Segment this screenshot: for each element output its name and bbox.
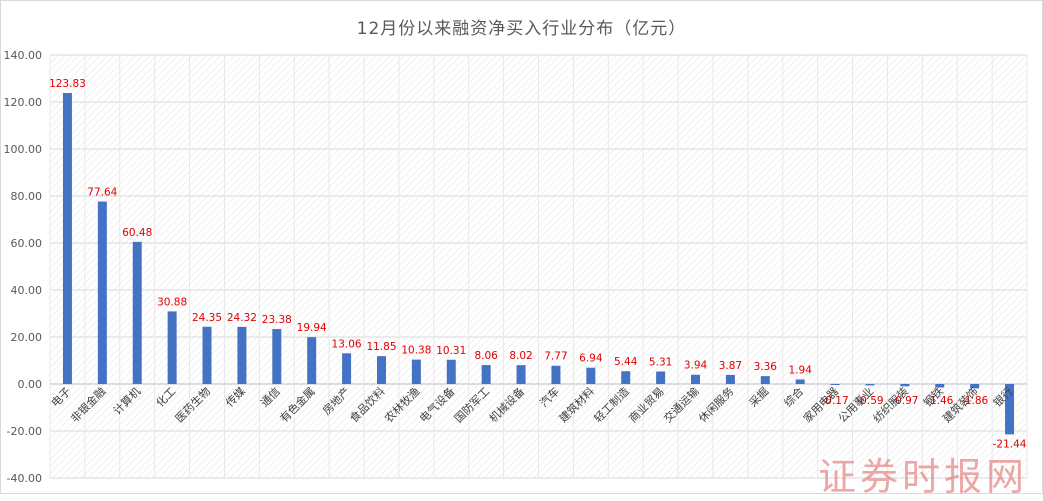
y-tick-label: 40.00: [11, 284, 43, 297]
data-label: 13.06: [332, 338, 362, 350]
bar: [97, 201, 107, 384]
bar: [725, 374, 735, 384]
bar: [760, 376, 770, 384]
bar: [970, 384, 980, 389]
bar: [446, 359, 456, 384]
data-label: 3.94: [684, 360, 708, 372]
data-label: 123.83: [49, 78, 86, 90]
bar: [237, 326, 247, 384]
data-label: 30.88: [157, 296, 187, 308]
bar: [795, 379, 805, 384]
y-tick-label: 100.00: [4, 143, 43, 156]
y-axis: 140.00 120.00 100.00 80.00 60.00 40.00 20.00 0.…: [4, 49, 43, 485]
bar: [481, 365, 491, 384]
watermark-logo: 证券时报网: [818, 455, 1029, 499]
data-label: 19.94: [297, 322, 327, 334]
bar: [900, 384, 910, 387]
bar: [62, 92, 72, 384]
y-tick-label: 0.00: [18, 378, 43, 391]
bar: [551, 365, 561, 384]
data-label: -0.97: [891, 395, 918, 407]
data-label: 3.87: [719, 360, 742, 372]
data-label: 8.02: [509, 350, 532, 362]
data-label: -0.59: [856, 395, 883, 407]
y-tick-label: 60.00: [11, 237, 43, 250]
bars: [62, 92, 1015, 435]
data-label: 10.38: [401, 345, 431, 357]
data-label: 23.38: [262, 314, 292, 326]
data-label: 5.31: [649, 357, 672, 369]
y-tick-label: 140.00: [4, 49, 43, 62]
data-label: 77.64: [87, 187, 117, 199]
y-tick-label: 120.00: [4, 96, 43, 109]
data-label: 8.06: [474, 350, 498, 362]
y-tick-label: -40.00: [7, 472, 42, 485]
data-label: -0.17: [822, 395, 849, 407]
bar: [132, 241, 142, 384]
gridlines: [49, 54, 1028, 479]
y-tick-label: 80.00: [11, 190, 43, 203]
bar: [656, 371, 666, 384]
data-label: 6.94: [579, 353, 603, 365]
data-label: -21.44: [993, 438, 1027, 450]
data-label: 10.31: [436, 345, 466, 357]
data-label: 1.94: [789, 364, 813, 376]
bar: [586, 367, 596, 384]
chart-title: 12月份以来融资净买入行业分布（亿元）: [356, 19, 687, 39]
data-label: 3.36: [754, 361, 778, 373]
bar: [935, 384, 945, 388]
data-label: 11.85: [366, 341, 396, 353]
bar: [691, 374, 701, 384]
bar: [202, 326, 212, 384]
bar: [272, 329, 282, 384]
bar: [376, 356, 386, 384]
data-label: 5.44: [614, 356, 638, 368]
data-labels: 123.83 77.64 60.48 30.88 24.35 24.32 23.38 19.9…: [49, 78, 1027, 450]
data-label: 60.48: [122, 227, 152, 239]
data-label: -1.86: [961, 395, 988, 407]
bar: [516, 365, 526, 384]
bar: [342, 353, 352, 384]
bar: [307, 337, 317, 384]
data-label: 24.35: [192, 312, 222, 324]
data-label: 7.77: [544, 351, 567, 363]
bar: [621, 371, 631, 384]
bar: [167, 311, 177, 384]
bar: [411, 359, 421, 384]
bar: [1005, 384, 1015, 435]
bar: [830, 384, 840, 385]
data-label: -1.46: [926, 395, 953, 407]
y-tick-label: -20.00: [7, 425, 42, 438]
bar: [865, 384, 875, 386]
y-tick-label: 20.00: [11, 331, 43, 344]
data-label: 24.32: [227, 312, 257, 324]
